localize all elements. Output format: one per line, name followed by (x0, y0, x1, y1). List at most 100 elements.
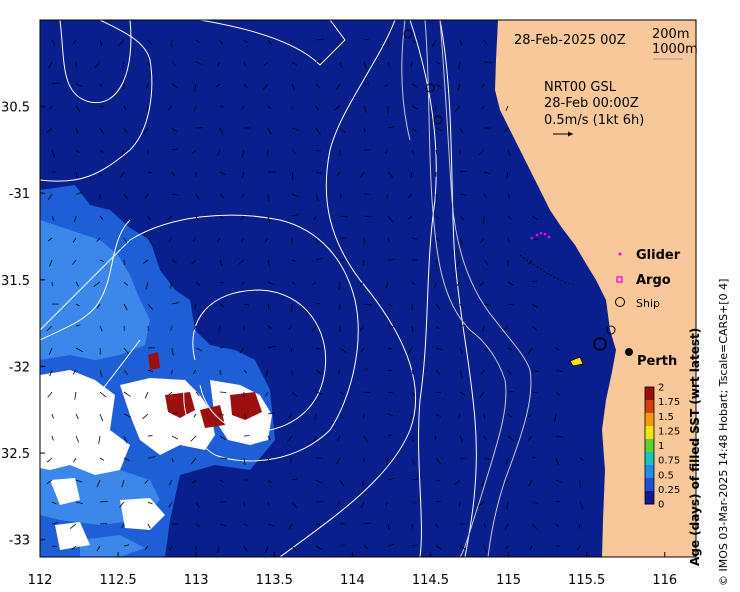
current-arrow (291, 545, 297, 552)
current-arrow (99, 171, 102, 177)
colorbar-segment (645, 387, 654, 401)
current-arrow (147, 369, 154, 373)
ship-track (403, 29, 616, 367)
current-arrow (216, 545, 221, 553)
current-arrow (336, 171, 341, 176)
current-arrow (72, 369, 77, 375)
current-arrow (219, 369, 222, 376)
current-arrow (387, 325, 396, 328)
current-arrow (291, 478, 298, 481)
ship-marker (606, 325, 616, 335)
current-arrow (267, 501, 270, 506)
current-arrow (411, 149, 415, 155)
current-arrow (507, 347, 513, 351)
current-arrow (219, 215, 224, 220)
current-arrow (195, 193, 200, 200)
current-arrow (93, 281, 101, 288)
current-arrow (504, 545, 509, 550)
current-arrow (123, 544, 130, 547)
current-arrow (339, 215, 348, 218)
current-arrow (267, 303, 270, 309)
glider-legend-symbol (618, 252, 622, 256)
current-arrow (411, 325, 414, 332)
current-arrow (315, 149, 321, 152)
current-arrow (75, 347, 83, 352)
current-arrow (264, 391, 269, 397)
current-arrow (240, 215, 245, 221)
current-arrow (507, 435, 515, 442)
current-arrow (435, 347, 444, 350)
current-arrow (147, 303, 153, 310)
y-tick-label: 32.5 (1, 447, 30, 462)
current-arrow (215, 83, 221, 88)
current-arrow (387, 171, 394, 179)
current-arrow (219, 171, 226, 175)
current-arrow (435, 259, 438, 268)
current-arrow (363, 259, 365, 266)
current-arrow (69, 523, 77, 530)
current-arrow (73, 457, 77, 463)
current-arrow (459, 501, 461, 507)
current-arrow (46, 325, 53, 332)
current-arrow (75, 149, 80, 154)
current-arrow (531, 369, 539, 373)
current-arrow (267, 479, 273, 484)
current-arrow (243, 61, 246, 67)
current-arrow (51, 501, 57, 505)
current-arrow (434, 105, 437, 112)
current-arrow (243, 523, 249, 527)
current-arrow (315, 302, 320, 305)
current-arrow (435, 500, 441, 503)
current-arrow (482, 325, 485, 332)
current-arrow (48, 105, 53, 110)
glider-legend-label: Glider (636, 248, 681, 263)
current-arrow (192, 369, 197, 375)
current-arrow (482, 215, 485, 224)
current-arrow (243, 83, 249, 89)
current-arrow (171, 369, 173, 375)
current-arrow (457, 83, 461, 92)
current-arrow (262, 83, 269, 91)
current-arrow (289, 39, 293, 44)
current-arrow (191, 149, 197, 154)
current-arrow (411, 457, 416, 465)
current-arrow (51, 413, 54, 419)
current-arrow (455, 281, 461, 287)
current-arrow (411, 83, 419, 88)
current-arrow (121, 479, 125, 488)
current-arrow (459, 435, 463, 443)
current-arrow (531, 303, 538, 308)
current-arrow (121, 523, 125, 529)
current-arrow (287, 435, 293, 443)
current-arrow (267, 105, 272, 110)
current-arrow (459, 347, 463, 354)
current-arrow (99, 325, 103, 332)
current-arrow (291, 127, 300, 131)
current-arrow (454, 105, 461, 112)
current-arrow (193, 325, 197, 331)
current-arrow (481, 479, 485, 487)
current-arrow (288, 523, 293, 529)
y-tick-label: -31 (9, 187, 30, 202)
current-arrow (435, 149, 438, 156)
current-arrow (363, 237, 365, 245)
current-arrow (335, 83, 341, 91)
current-arrow (147, 501, 153, 505)
current-arrow (195, 215, 198, 220)
current-arrow (339, 61, 343, 68)
current-arrow (168, 105, 173, 111)
current-arrow (531, 523, 537, 530)
current-arrow (99, 500, 108, 503)
current-arrow (142, 413, 149, 420)
current-arrow (72, 237, 77, 243)
current-arrow (531, 456, 537, 459)
current-arrow (171, 435, 179, 440)
current-arrow (483, 435, 487, 441)
current-arrow (147, 215, 151, 221)
current-arrow (479, 281, 485, 287)
current-arrow (335, 501, 341, 507)
current-arrow (453, 479, 461, 486)
current-arrow (435, 369, 441, 376)
x-tick-label: 114.5 (412, 573, 449, 588)
current-arrow (480, 105, 485, 110)
